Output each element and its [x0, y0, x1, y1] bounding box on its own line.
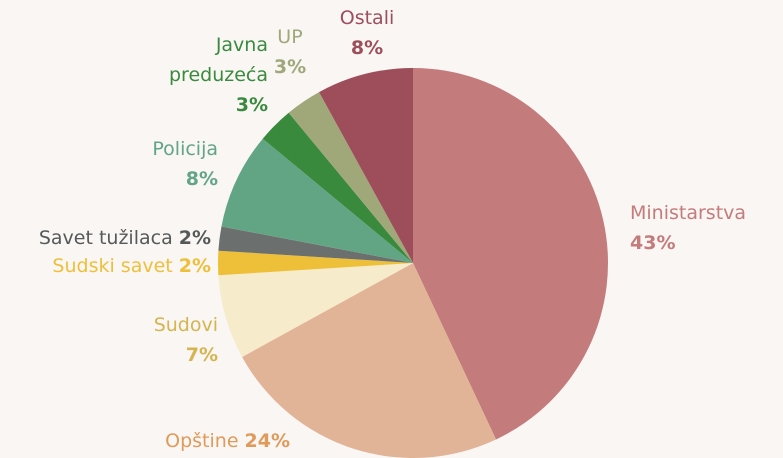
value-label: 43%	[630, 232, 676, 254]
slice-label: UP 3%	[274, 22, 306, 82]
category-name: Sudovi	[153, 314, 218, 336]
slice-label: Opštine 24%	[165, 426, 290, 456]
slice-label: Policija 8%	[152, 134, 218, 194]
category-name: Savet tužilaca	[38, 227, 173, 249]
category-name: Javna preduzeća	[169, 34, 268, 86]
slice-label: Javna preduzeća 3%	[138, 30, 268, 120]
category-name: UP	[277, 26, 303, 48]
value-label: 3%	[235, 94, 268, 116]
slice-label: Ostali 8%	[340, 3, 395, 63]
pie-slice	[413, 68, 608, 440]
category-name: Sudski savet	[52, 255, 173, 277]
category-name: Policija	[152, 138, 218, 160]
value-label: 8%	[350, 37, 384, 59]
pie-slice	[218, 263, 413, 357]
slice-label: Sudski savet 2%	[52, 251, 211, 281]
category-name: Ministarstva	[630, 202, 747, 224]
category-name: Opštine	[165, 430, 239, 452]
pie-slice	[218, 250, 413, 276]
slice-label: Ministarstva 43%	[630, 198, 746, 258]
slice-label: Sudovi 7%	[154, 310, 218, 370]
slice-label: Savet tužilaca 2%	[39, 223, 211, 253]
pie-slice	[242, 263, 497, 458]
value-label: 2%	[178, 255, 211, 277]
value-label: 7%	[185, 344, 218, 366]
value-label: 3%	[273, 56, 307, 78]
value-label: 2%	[178, 227, 211, 249]
pie-slice	[221, 138, 413, 263]
pie-slice	[288, 92, 413, 263]
pie-slice	[218, 226, 413, 263]
pie-slice	[319, 68, 413, 263]
pie-slice	[262, 112, 413, 264]
category-name: Ostali	[339, 7, 395, 29]
value-label: 24%	[244, 430, 290, 452]
value-label: 8%	[185, 168, 218, 190]
